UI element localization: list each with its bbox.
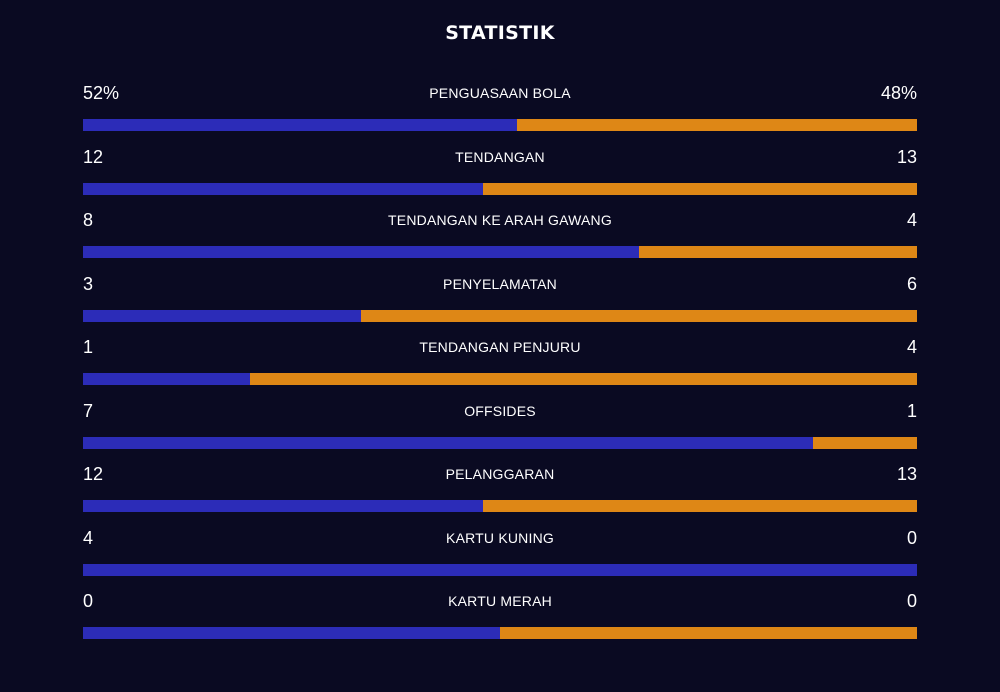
away-value: 6 xyxy=(906,273,917,294)
home-value: 12 xyxy=(83,146,104,167)
stat-row-corners: 1 TENDANGAN PENJURU 4 xyxy=(83,334,917,398)
stat-row-shots: 12 TENDANGAN 13 xyxy=(83,144,917,208)
stat-row-ball-possession: 52% PENGUASAAN BOLA 48% xyxy=(83,80,917,144)
stat-bar xyxy=(83,563,917,576)
away-bar xyxy=(500,627,917,639)
home-bar xyxy=(83,246,639,258)
away-bar xyxy=(483,500,917,512)
home-value: 0 xyxy=(83,591,94,611)
stat-bar xyxy=(83,627,917,639)
home-value: 12 xyxy=(83,464,104,484)
stat-bar xyxy=(83,373,917,385)
stat-bar xyxy=(83,182,917,195)
stat-label: PENYELAMATAN xyxy=(443,275,557,292)
home-bar xyxy=(83,182,484,195)
stat-label: TENDANGAN PENJURU xyxy=(419,339,581,355)
stat-bar xyxy=(83,246,917,258)
away-bar xyxy=(638,246,917,258)
home-value: 7 xyxy=(83,400,94,421)
stat-bar xyxy=(83,436,917,449)
stat-label: PELANGGARAN xyxy=(445,466,555,482)
away-value: 0 xyxy=(906,591,917,611)
stat-label: TENDANGAN KE ARAH GAWANG xyxy=(388,212,612,228)
stats-list: 52% PENGUASAAN BOLA 48% 12 TENDANGAN 13 … xyxy=(83,80,917,652)
stat-label: KARTU KUNING xyxy=(446,529,554,546)
away-value: 1 xyxy=(906,400,917,421)
away-value: 0 xyxy=(906,527,917,548)
home-bar xyxy=(83,500,484,512)
away-value: 13 xyxy=(896,146,917,167)
stat-label: PENGUASAAN BOLA xyxy=(429,85,571,101)
home-value: 3 xyxy=(83,273,94,294)
stat-row-fouls: 12 PELANGGARAN 13 xyxy=(83,461,917,525)
away-value: 4 xyxy=(906,337,917,357)
stat-bar xyxy=(83,119,917,131)
stat-label: OFFSIDES xyxy=(464,402,536,419)
home-value: 4 xyxy=(83,527,94,548)
stat-row-shots-on-target: 8 TENDANGAN KE ARAH GAWANG 4 xyxy=(83,207,917,271)
home-bar xyxy=(83,436,813,449)
page-title: STATISTIK xyxy=(445,22,555,44)
away-value: 13 xyxy=(896,464,917,484)
stat-row-saves: 3 PENYELAMATAN 6 xyxy=(83,271,917,335)
stat-bar xyxy=(83,500,917,512)
away-value: 4 xyxy=(906,210,917,230)
away-bar xyxy=(483,182,917,195)
home-value: 8 xyxy=(83,210,94,230)
home-value: 52% xyxy=(83,83,120,103)
away-bar xyxy=(516,119,917,131)
away-bar xyxy=(812,436,917,449)
stat-row-yellow-cards: 4 KARTU KUNING 0 xyxy=(83,525,917,589)
stat-label: TENDANGAN xyxy=(455,148,545,165)
home-bar xyxy=(83,563,917,576)
stat-row-offsides: 7 OFFSIDES 1 xyxy=(83,398,917,462)
away-value: 48% xyxy=(880,83,917,103)
stat-bar xyxy=(83,309,917,322)
home-bar xyxy=(83,309,361,322)
home-value: 1 xyxy=(83,337,94,357)
home-bar xyxy=(83,373,250,385)
away-bar xyxy=(249,373,917,385)
stat-row-red-cards: 0 KARTU MERAH 0 xyxy=(83,588,917,652)
home-bar xyxy=(83,627,500,639)
home-bar xyxy=(83,119,517,131)
stat-label: KARTU MERAH xyxy=(448,593,552,609)
away-bar xyxy=(360,309,917,322)
